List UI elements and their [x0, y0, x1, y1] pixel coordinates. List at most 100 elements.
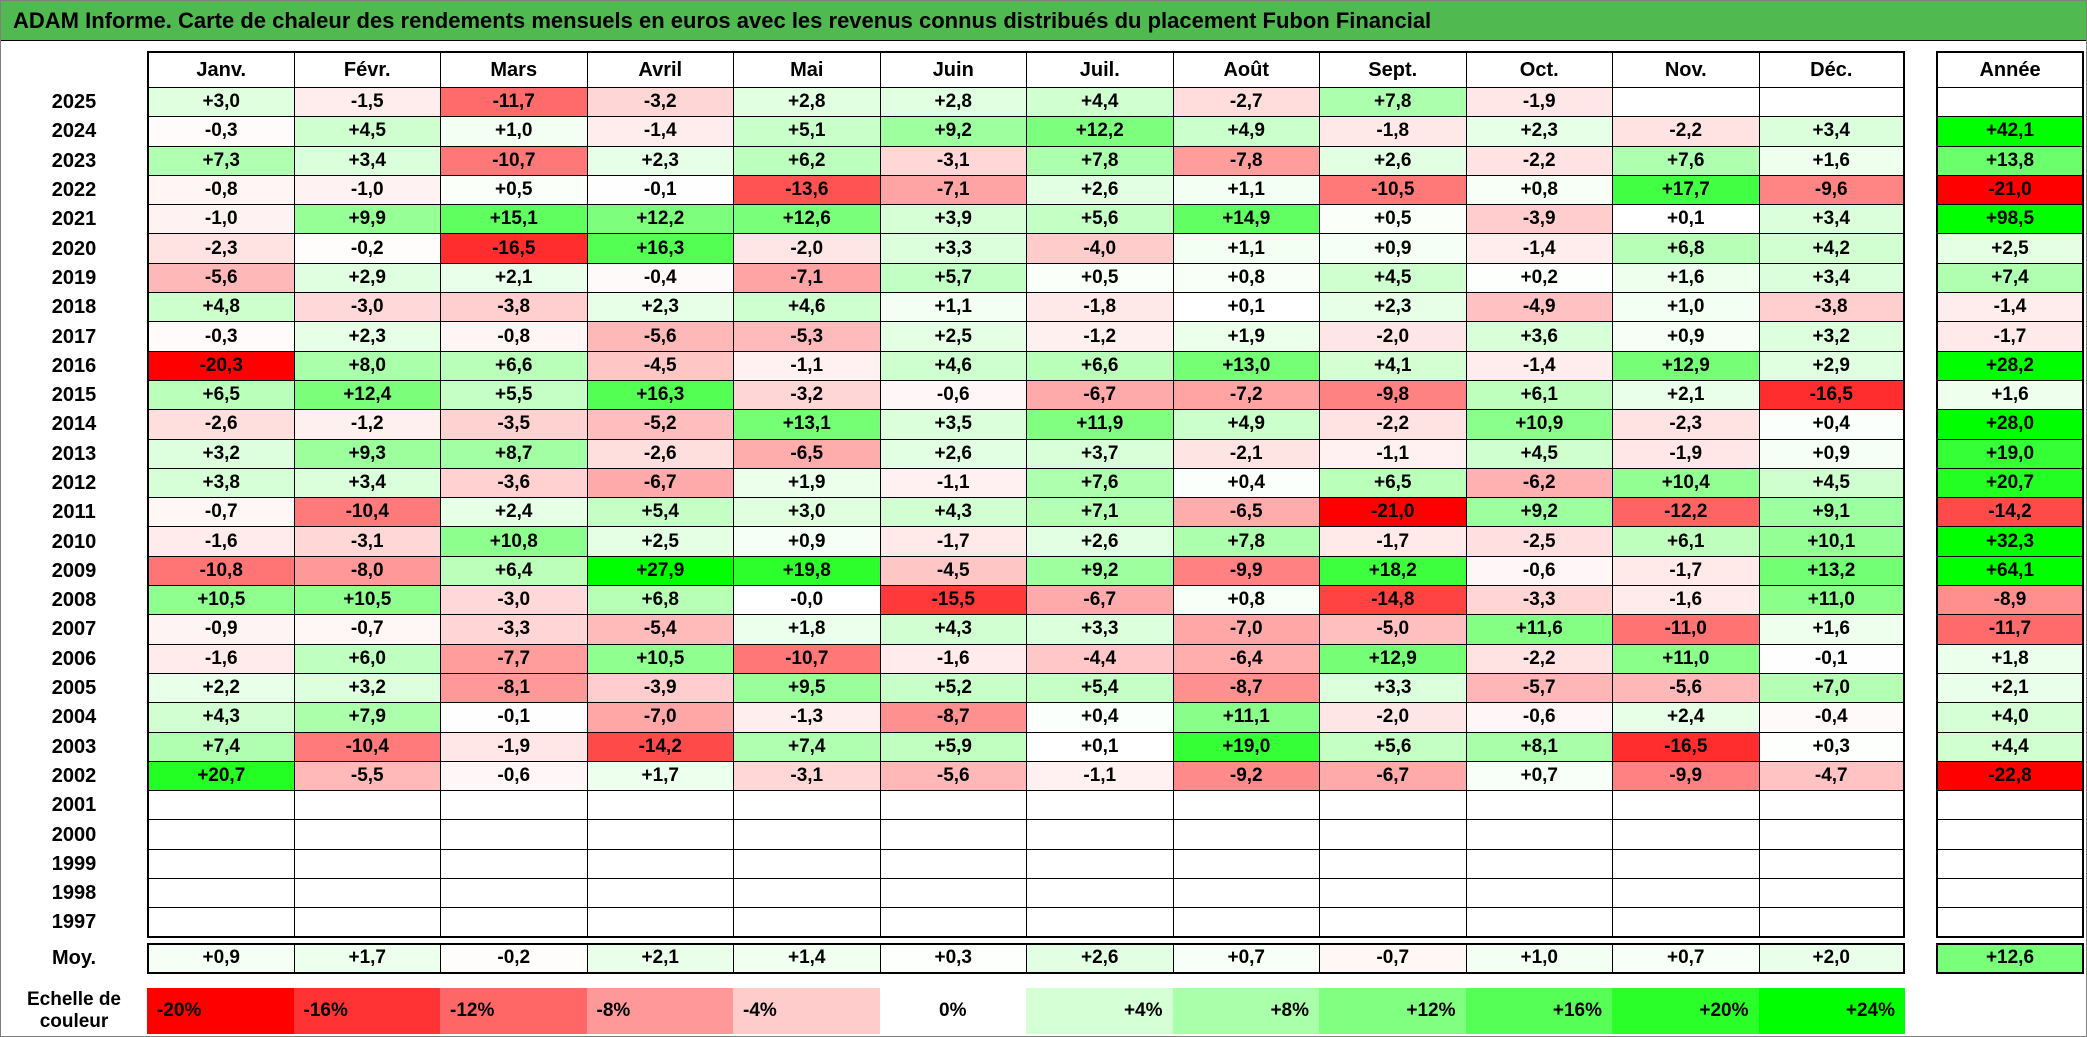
return-cell: -1,1 [879, 468, 1026, 499]
return-cell: -2,0 [733, 234, 880, 264]
return-cell [293, 879, 440, 909]
return-cell: -7,7 [440, 644, 587, 674]
year-row: 2022 -0,8 -1,0 +0,5 -0,1 -13,6 -7,1 +2,6 +1,1 -10… [1, 175, 2086, 206]
year-label: 2017 [1, 322, 147, 352]
annual-return-cell: +20,7 [1936, 468, 2084, 499]
average-cell: +0,3 [879, 942, 1026, 974]
return-cell: -3,8 [440, 293, 587, 323]
return-cell [440, 908, 587, 938]
return-cell: -6,4 [1172, 644, 1319, 674]
return-cell [1319, 849, 1466, 880]
return-cell: +11,0 [1758, 586, 1905, 616]
return-cell: +11,1 [1172, 703, 1319, 733]
return-cell: +3,0 [147, 88, 294, 118]
annual-return-cell: +4,0 [1936, 703, 2084, 733]
return-cell: -0,9 [147, 615, 294, 645]
return-cell [1172, 791, 1319, 821]
year-row: 2018 +4,8 -3,0 -3,8 +2,3 +4,6 +1,1 -1,8 +0,1 +2,3… [1, 293, 2086, 323]
return-cell: -0,7 [147, 498, 294, 528]
average-cell: +1,0 [1465, 942, 1612, 974]
return-cell: -4,9 [1465, 293, 1612, 323]
year-label: 2000 [1, 820, 147, 850]
legend-scale-cell: +12% [1319, 987, 1466, 1034]
return-cell: +16,3 [586, 234, 733, 264]
return-cell: +12,2 [1026, 117, 1173, 147]
return-cell: +3,4 [1758, 205, 1905, 235]
return-cell: +1,1 [879, 293, 1026, 323]
return-cell: +2,3 [586, 293, 733, 323]
year-label: 2003 [1, 732, 147, 762]
annual-return-cell [1936, 879, 2084, 909]
column-gap [1905, 352, 1936, 381]
annual-return-cell: +13,8 [1936, 146, 2084, 176]
return-cell: -4,5 [879, 556, 1026, 587]
return-cell: +1,6 [1758, 615, 1905, 645]
return-cell: -0,6 [1465, 703, 1612, 733]
return-cell: +0,1 [1172, 293, 1319, 323]
return-cell [1465, 820, 1612, 850]
column-gap [1905, 205, 1936, 234]
return-cell: +4,5 [1319, 263, 1466, 294]
return-cell: -15,5 [879, 586, 1026, 616]
legend-scale-cell: -20% [147, 987, 294, 1034]
return-cell: +0,1 [1026, 732, 1173, 762]
return-cell: +9,2 [879, 117, 1026, 147]
return-cell: -1,6 [879, 644, 1026, 674]
return-cell: +4,8 [147, 293, 294, 323]
return-cell: +1,9 [1172, 322, 1319, 352]
year-row: 2017 -0,3 +2,3 -0,8 -5,6 -5,3 +2,5 -1,2 +1,9 -2,0… [1, 322, 2086, 352]
return-cell: -1,9 [440, 732, 587, 762]
return-cell: +0,2 [1465, 263, 1612, 294]
return-cell [586, 908, 733, 938]
return-cell: -16,5 [1612, 732, 1759, 762]
return-cell: +0,5 [1026, 263, 1173, 294]
return-cell: +5,2 [879, 673, 1026, 704]
return-cell [440, 820, 587, 850]
return-cell [1758, 879, 1905, 909]
return-cell: +10,4 [1612, 468, 1759, 499]
year-row: 2015 +6,5 +12,4 +5,5 +16,3 -3,2 -0,6 -6,7 -7,2 -9… [1, 380, 2086, 411]
return-cell [147, 849, 294, 880]
return-cell: -3,2 [586, 88, 733, 118]
return-cell: +1,1 [1172, 175, 1319, 206]
return-cell: -5,6 [586, 322, 733, 352]
return-cell: -1,9 [1465, 88, 1612, 118]
return-cell: +1,8 [733, 615, 880, 645]
year-label: 2001 [1, 791, 147, 821]
return-cell [1026, 879, 1173, 909]
year-row: 2004 +4,3 +7,9 -0,1 -7,0 -1,3 -8,7 +0,4 +11,1 -2,… [1, 703, 2086, 733]
return-cell: +7,6 [1026, 468, 1173, 499]
report-title: ADAM Informe. Carte de chaleur des rende… [13, 7, 1432, 33]
annual-return-cell [1936, 88, 2084, 118]
return-cell: +7,8 [1026, 146, 1173, 176]
return-cell: -8,7 [879, 703, 1026, 733]
column-gap [1905, 703, 1936, 732]
return-cell: -0,6 [879, 380, 1026, 411]
return-cell: -6,5 [733, 439, 880, 469]
return-cell: +7,4 [147, 732, 294, 762]
year-label: 2012 [1, 468, 147, 499]
return-cell: -0,8 [440, 322, 587, 352]
return-cell: +7,8 [1319, 88, 1466, 118]
column-gap [1905, 381, 1936, 410]
return-cell: -1,9 [1612, 439, 1759, 469]
return-cell: -2,2 [1612, 117, 1759, 147]
return-cell: +5,1 [733, 117, 880, 147]
legend-scale-cell: +16% [1465, 987, 1612, 1034]
return-cell: -10,8 [147, 556, 294, 587]
return-cell [1612, 88, 1759, 118]
return-cell: -2,2 [1319, 410, 1466, 440]
return-cell [1172, 908, 1319, 938]
return-cell: +5,4 [1026, 673, 1173, 704]
return-cell: +2,3 [586, 146, 733, 176]
column-gap [1905, 293, 1936, 322]
return-cell: +6,5 [147, 380, 294, 411]
return-cell: +2,4 [440, 498, 587, 528]
legend-scale-cell: +20% [1612, 987, 1759, 1034]
return-cell: +9,3 [293, 439, 440, 469]
header-row: Janv. Févr. Mars Avril Mai Juin Juil. Août Sept.… [1, 51, 2086, 88]
column-gap [1905, 674, 1936, 703]
return-cell: +18,2 [1319, 556, 1466, 587]
return-cell: +2,2 [147, 673, 294, 704]
return-cell: -0,0 [733, 586, 880, 616]
